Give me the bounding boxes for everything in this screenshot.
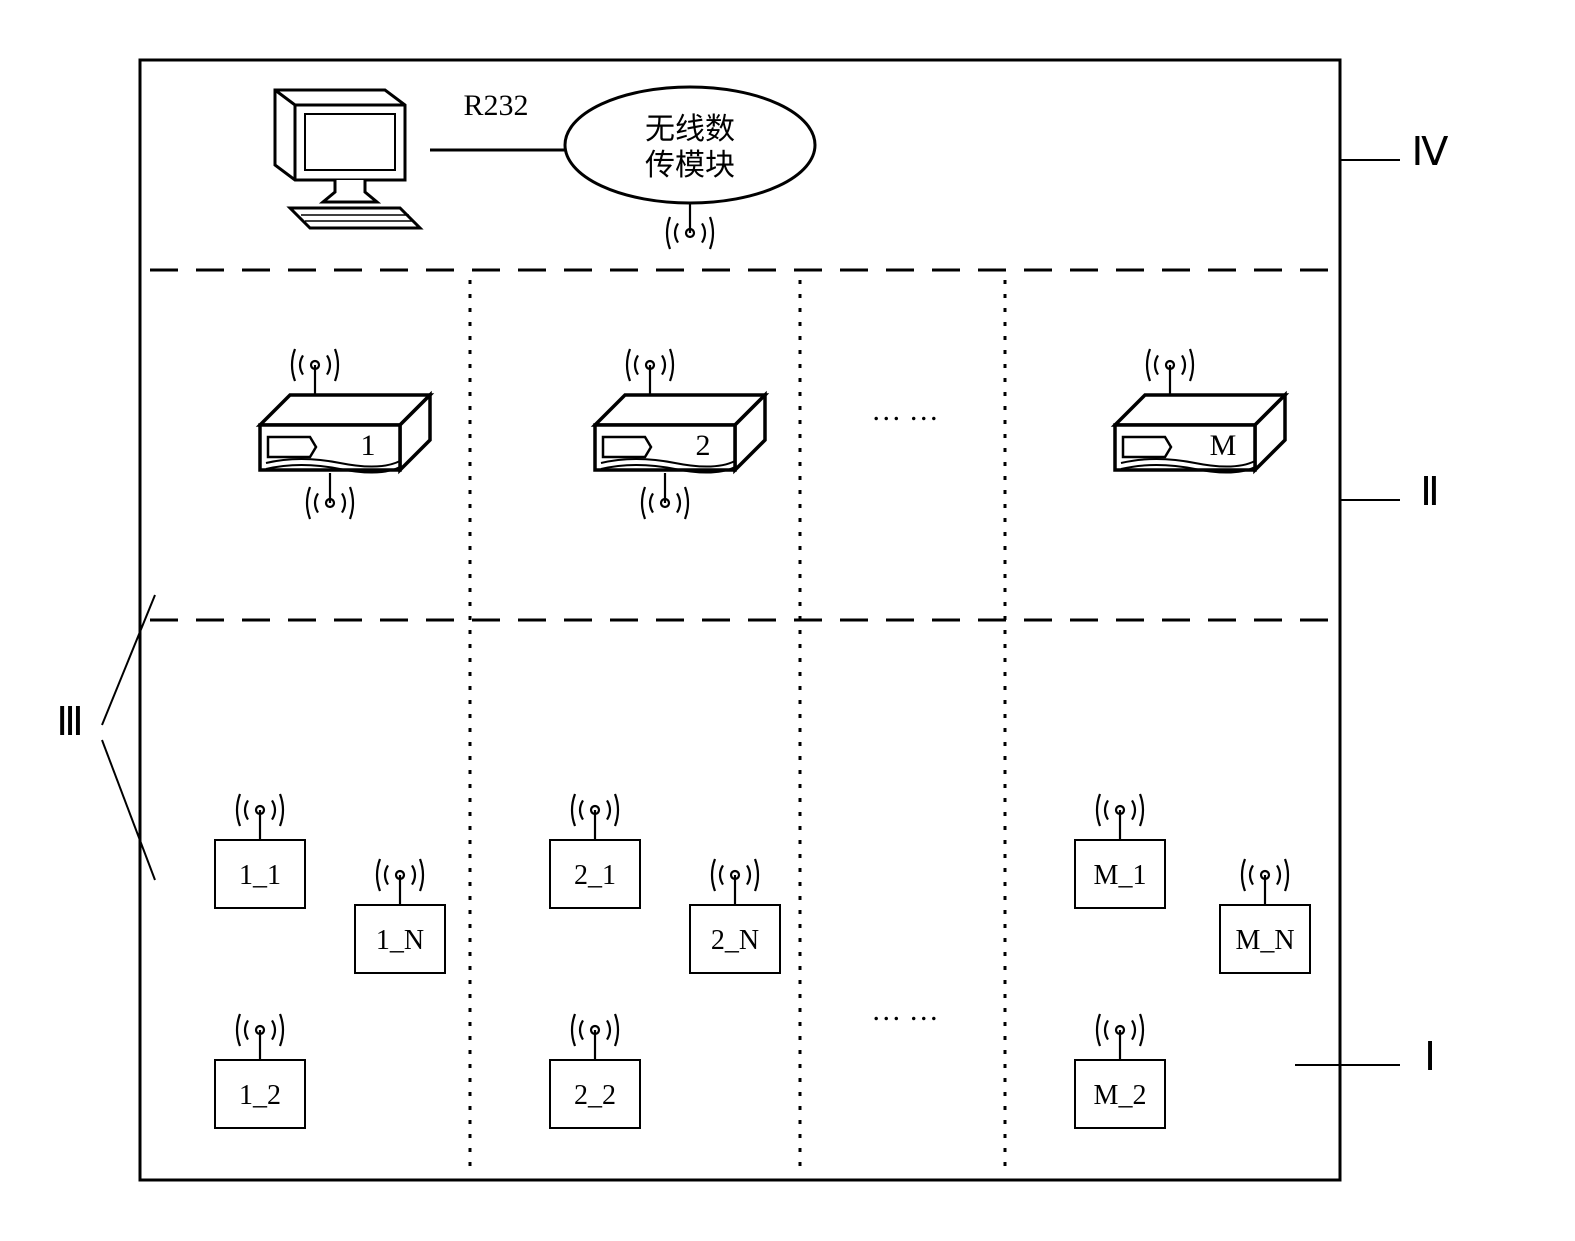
sensor-label: 2_2 bbox=[574, 1080, 616, 1111]
region-label-III: Ⅲ bbox=[56, 699, 84, 744]
module-label-line1: 无线数 bbox=[645, 113, 735, 146]
computer-icon bbox=[275, 90, 420, 228]
diagram-svg: R232 无线数传模块 1 2 M 1_1 1_N 1_2 2_1 2_N 2_2 M_1 M_N M_2… bbox=[0, 0, 1575, 1241]
sensor-label: M_2 bbox=[1094, 1080, 1147, 1111]
sensor-label: 1_2 bbox=[239, 1080, 281, 1111]
region-label-II: Ⅱ bbox=[1420, 469, 1440, 514]
diagram-root: R232 无线数传模块 1 2 M 1_1 1_N 1_2 2_1 2_N 2_2 M_1 M_N M_2… bbox=[0, 0, 1575, 1241]
sensor-label: M_N bbox=[1235, 925, 1294, 956]
region-label-IV: Ⅳ bbox=[1412, 129, 1449, 174]
router-label: 2 bbox=[696, 429, 711, 462]
module-label-line2: 传模块 bbox=[645, 149, 735, 182]
router-label: 1 bbox=[361, 429, 376, 462]
router-label: M bbox=[1210, 429, 1237, 462]
sensor-label: M_1 bbox=[1094, 860, 1147, 891]
sensor-label: 1_N bbox=[376, 925, 424, 956]
sensor-label: 2_N bbox=[711, 925, 759, 956]
ellipsis-1: … … bbox=[871, 994, 939, 1027]
region-label-I: Ⅰ bbox=[1424, 1034, 1436, 1079]
sensor-label: 2_1 bbox=[574, 860, 616, 891]
r232-label: R232 bbox=[463, 89, 528, 122]
ellipsis-0: … … bbox=[871, 394, 939, 427]
sensor-label: 1_1 bbox=[239, 860, 281, 891]
